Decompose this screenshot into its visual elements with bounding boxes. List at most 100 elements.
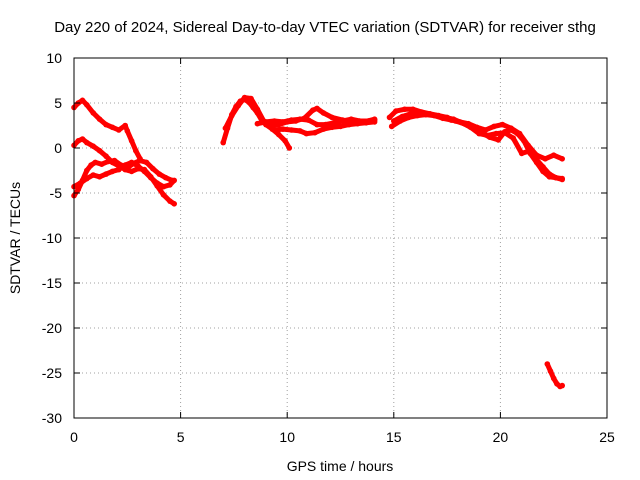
data-point [527, 147, 533, 154]
data-point [103, 171, 109, 177]
data-point [90, 110, 96, 116]
y-tick-label: 5 [54, 95, 62, 111]
data-point [160, 183, 167, 190]
data-point [482, 127, 489, 133]
data-point [533, 156, 540, 163]
data-point [508, 125, 514, 131]
data-point [314, 121, 320, 128]
data-point [546, 171, 553, 177]
data-point [248, 95, 254, 102]
data-point [254, 106, 261, 113]
data-point [297, 128, 303, 134]
x-tick-label: 20 [493, 429, 509, 445]
data-point [167, 198, 173, 204]
series-track-h [271, 119, 378, 137]
data-point [329, 114, 335, 121]
data-point [135, 163, 141, 169]
data-point [459, 120, 465, 126]
data-point [559, 175, 565, 182]
data-point [550, 152, 557, 158]
data-point [329, 124, 335, 131]
data-point [314, 105, 320, 112]
data-point [271, 118, 278, 124]
data-point [282, 138, 288, 144]
series-track-a [71, 97, 143, 162]
data-point [171, 201, 177, 207]
data-point [109, 168, 116, 175]
data-point [96, 174, 103, 180]
data-point [540, 164, 546, 170]
data-point [271, 127, 278, 133]
data-point [491, 123, 497, 130]
data-point [320, 126, 327, 132]
data-point [433, 112, 440, 119]
data-point [363, 120, 369, 126]
data-point [495, 137, 502, 143]
chart-title: Day 220 of 2024, Sidereal Day-to-day VTE… [54, 19, 596, 36]
data-point [160, 192, 167, 198]
data-point [303, 130, 310, 137]
data-point [111, 157, 118, 164]
data-point [305, 117, 312, 123]
data-point [122, 122, 128, 129]
data-point [96, 147, 103, 154]
y-tick-label: -20 [42, 320, 62, 336]
x-tick-label: 10 [279, 429, 295, 445]
data-point [128, 138, 135, 144]
data-point [401, 106, 408, 113]
data-point [416, 110, 423, 116]
data-point [90, 172, 96, 178]
data-point [124, 128, 131, 134]
data-point [288, 127, 295, 133]
data-point [105, 158, 111, 165]
y-tick-label: 0 [54, 140, 62, 156]
data-point [90, 143, 96, 149]
data-point [84, 139, 90, 146]
series-track-k [391, 110, 565, 182]
data-point [339, 118, 346, 124]
data-point [408, 111, 414, 117]
data-point [393, 108, 399, 114]
axis-ticks: 0 5 10 15 20 25 10 5 0 -5 -10 -15 -20 -25 -30 [42, 50, 615, 445]
data-point [156, 171, 163, 177]
data-point [510, 135, 516, 141]
data-point [388, 123, 395, 130]
data-point [312, 129, 318, 136]
data-point [525, 142, 531, 149]
data-point [493, 130, 499, 137]
data-point [154, 180, 160, 186]
data-point [133, 147, 139, 154]
data-point [75, 138, 82, 144]
data-point [425, 111, 431, 117]
data-point [84, 175, 90, 182]
data-point [84, 102, 90, 108]
data-point [229, 112, 235, 119]
data-point [544, 361, 551, 367]
data-point [288, 117, 295, 123]
data-point [391, 118, 397, 124]
data-point [77, 180, 84, 186]
data-point [162, 174, 169, 181]
data-point [297, 116, 303, 122]
series-track-d [71, 159, 177, 190]
data-point [280, 126, 286, 132]
data-point [75, 186, 82, 193]
data-point [116, 127, 122, 133]
data-point [171, 177, 177, 184]
data-point [96, 116, 103, 122]
y-tick-label: -10 [42, 230, 62, 246]
y-tick-label: -30 [42, 410, 62, 426]
data-point [467, 124, 474, 131]
data-point [501, 129, 508, 136]
x-tick-label: 5 [177, 429, 185, 445]
data-point [280, 119, 286, 125]
data-point [354, 120, 361, 127]
data-point [235, 102, 241, 109]
data-point [547, 368, 554, 375]
data-point [371, 119, 378, 125]
data-point [518, 150, 525, 157]
data-point [98, 161, 105, 167]
data-point [320, 110, 327, 116]
data-point [116, 166, 122, 173]
